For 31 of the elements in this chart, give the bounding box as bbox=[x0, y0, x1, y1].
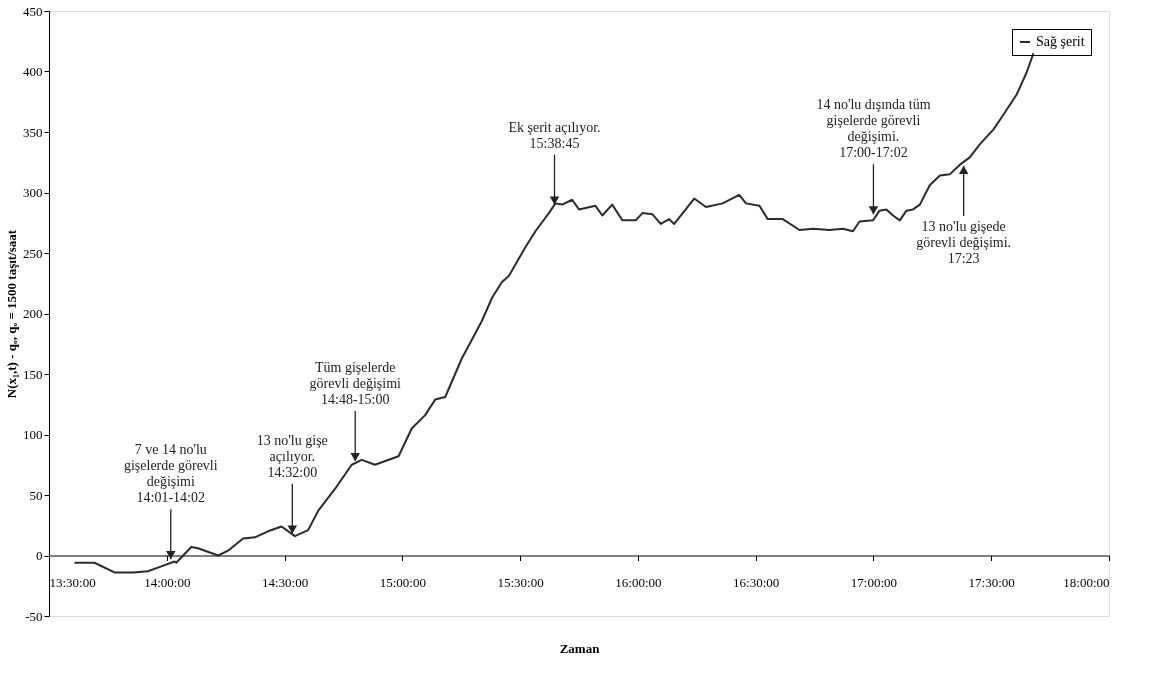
x-tick-label: 15:30:00 bbox=[497, 575, 544, 590]
y-tick-label: 400 bbox=[23, 64, 43, 79]
legend-label: Sağ şerit bbox=[1036, 34, 1085, 49]
x-tick-label: 14:30:00 bbox=[261, 575, 309, 590]
y-tick-label: 450 bbox=[23, 3, 43, 19]
x-tick-label: 14:00:00 bbox=[144, 575, 191, 590]
y-tick-label: 100 bbox=[23, 427, 43, 442]
annotation: 7 ve 14 no'lu gişelerde görevli değişimi 14:01-14:02 bbox=[123, 442, 218, 506]
y-tick-label: 250 bbox=[23, 245, 43, 261]
y-tick-label: 300 bbox=[23, 185, 43, 200]
x-tick-label: 18:00:00 bbox=[1063, 575, 1110, 590]
y-tick-label: 350 bbox=[23, 124, 43, 140]
x-tick-label: 17:00:00 bbox=[850, 575, 898, 590]
annotation: 14 no'lu dışında tüm gişelerde görevli değişimi. 17:00-17:02 bbox=[816, 97, 931, 161]
y-tick-label: -50 bbox=[25, 608, 43, 624]
annotation: Ek şerit açılıyor. 15:38:45 bbox=[508, 119, 601, 151]
x-tick-label: 16:00:00 bbox=[615, 575, 662, 590]
annotation: 13 no'lu gişede görevli değişimi. 17:23 bbox=[916, 218, 1012, 266]
line-series bbox=[73, 52, 1035, 574]
x-tick-label: 16:30:00 bbox=[733, 575, 780, 590]
x-tick-label: 15:00:00 bbox=[379, 575, 426, 590]
y-tick-label: 0 bbox=[36, 548, 43, 563]
annotation: 13 no'lu gişe açılıyor. 14:32:00 bbox=[256, 432, 328, 480]
y-tick-label: 50 bbox=[29, 487, 43, 503]
y-tick-label: 150 bbox=[23, 366, 43, 382]
x-tick-label: 17:30:00 bbox=[968, 575, 1015, 590]
y-tick-label: 200 bbox=[23, 306, 43, 321]
annotation: Tüm gişelerde görevli değişimi 14:48-15:00 bbox=[309, 360, 402, 408]
x-axis-title: Zaman bbox=[559, 640, 601, 656]
y-axis-title: N(x₁,t) - qₒ, qₒ = 1500 taşıt/saat bbox=[4, 229, 19, 399]
x-tick-label: 13:30:00 bbox=[49, 575, 96, 590]
